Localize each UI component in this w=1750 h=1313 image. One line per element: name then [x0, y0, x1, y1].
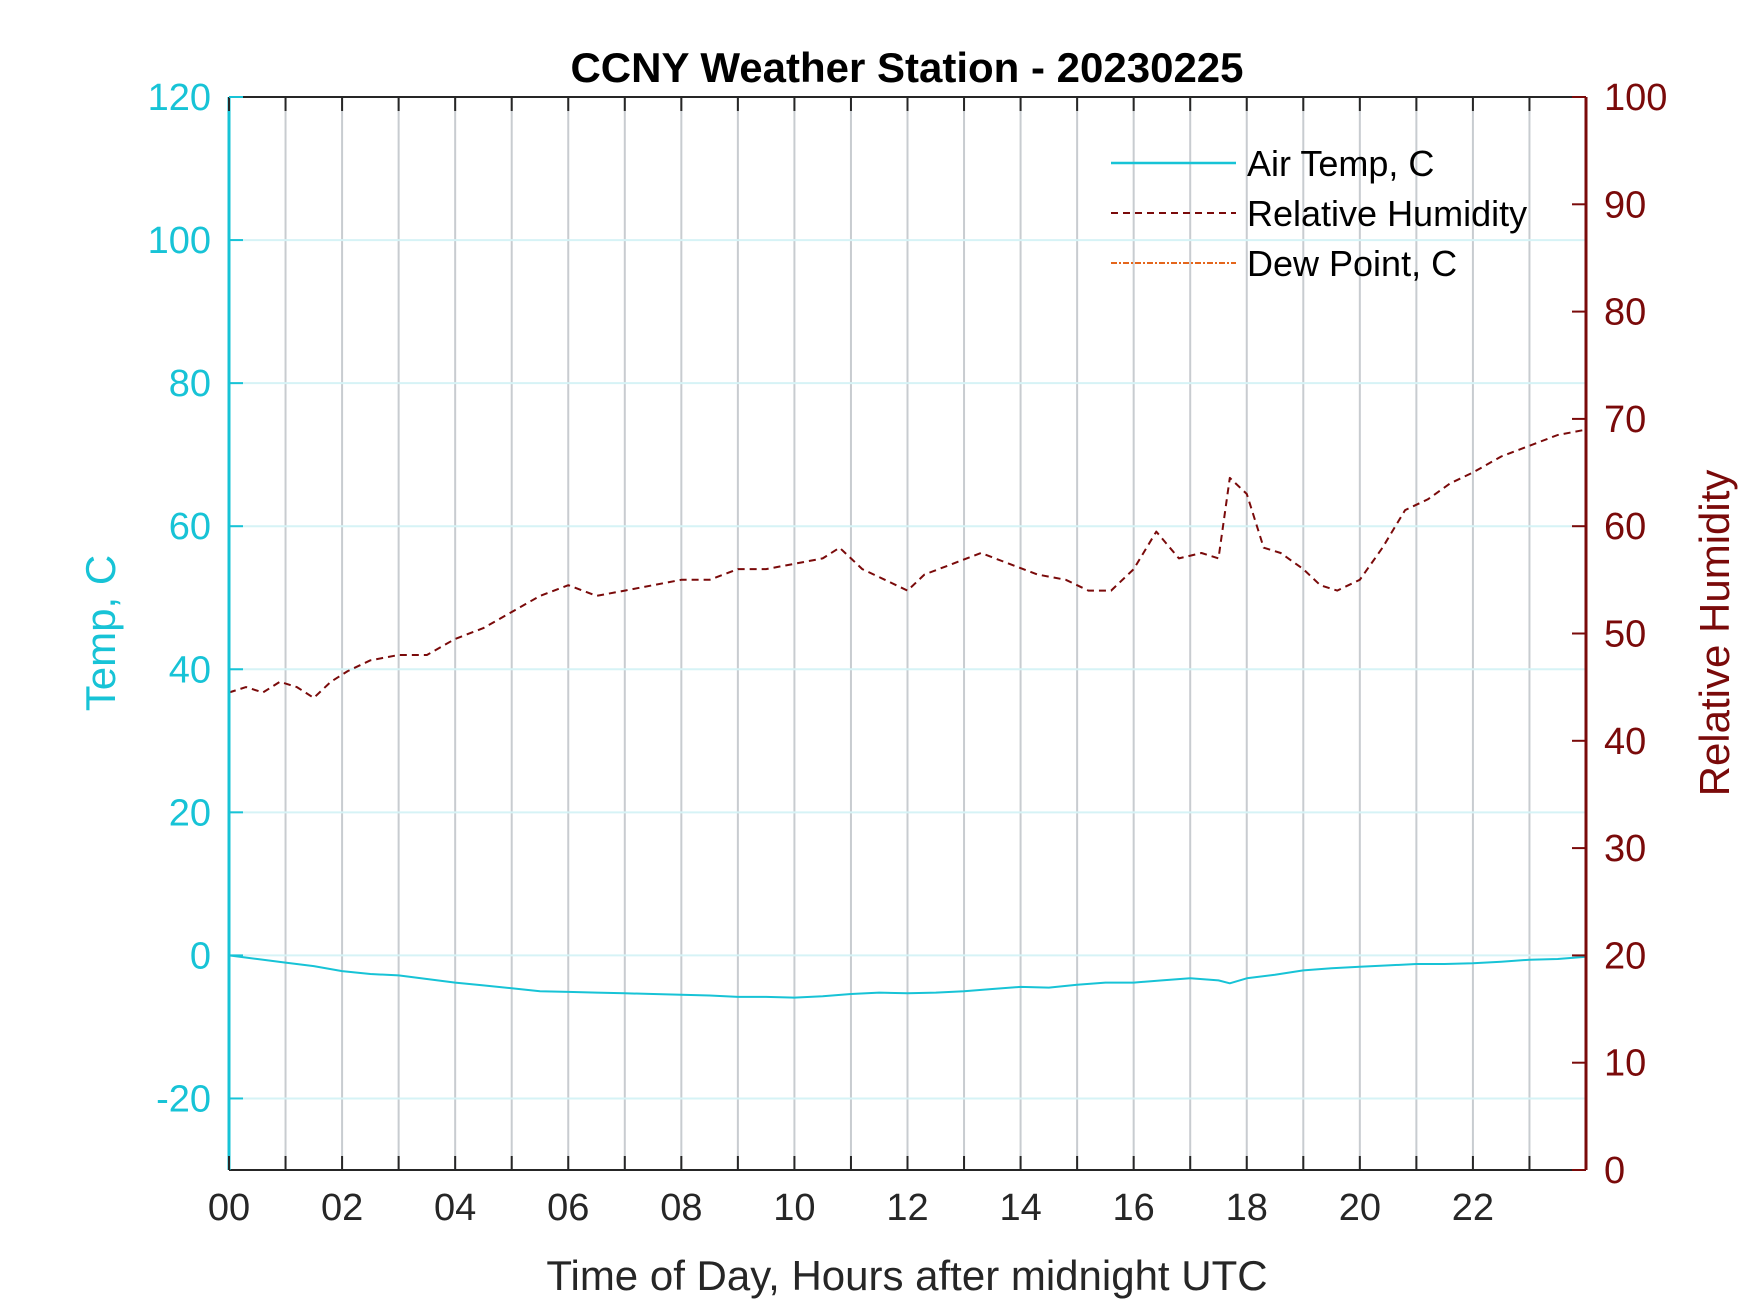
legend-label-humidity: Relative Humidity [1247, 193, 1527, 234]
x-tick-label: 02 [321, 1187, 363, 1229]
y-left-axis-label: Temp, C [77, 555, 124, 711]
series-line-air-temp [228, 954, 1587, 999]
axes [227, 96, 1588, 1171]
y-left-tick-label: 20 [169, 792, 211, 834]
x-tick-label: 16 [1113, 1187, 1155, 1229]
x-axis-label: Time of Day, Hours after midnight UTC [546, 1252, 1267, 1299]
x-tick-label: 10 [773, 1187, 815, 1229]
y-right-tick-label: 30 [1604, 828, 1646, 870]
chart-title: CCNY Weather Station - 20230225 [570, 44, 1243, 91]
y-right-tick-label: 100 [1604, 77, 1667, 119]
x-tick-label: 14 [999, 1187, 1041, 1229]
y-right-tick-label: 20 [1604, 935, 1646, 977]
y-right-tick-label: 80 [1604, 292, 1646, 334]
tick-labels: 00 02 04 06 08 10 12 14 16 18 20 22-200204060801001… [148, 77, 1668, 1229]
y-left-tick-label: 0 [190, 935, 211, 977]
x-tick-label: 00 [208, 1187, 250, 1229]
y-right-tick-label: 0 [1604, 1150, 1625, 1192]
legend-label-dew-point: Dew Point, C [1247, 243, 1457, 284]
x-tick-label: 20 [1339, 1187, 1381, 1229]
y-left-tick-label: 100 [148, 220, 211, 262]
y-right-tick-label: 10 [1604, 1043, 1646, 1085]
y-left-tick-label: 40 [169, 649, 211, 691]
y-right-tick-label: 60 [1604, 506, 1646, 548]
y-right-tick-label: 70 [1604, 399, 1646, 441]
x-tick-label: 06 [547, 1187, 589, 1229]
y-left-tick-label: 80 [169, 363, 211, 405]
y-left-tick-label: -20 [156, 1078, 211, 1120]
series-lines [228, 428, 1587, 999]
x-tick-label: 04 [434, 1187, 476, 1229]
x-tick-label: 08 [660, 1187, 702, 1229]
y-left-tick-label: 120 [148, 77, 211, 119]
y-left-tick-label: 60 [169, 506, 211, 548]
x-tick-label: 18 [1226, 1187, 1268, 1229]
y-right-tick-label: 40 [1604, 721, 1646, 763]
legend: Air Temp, C Relative Humidity Dew Point,… [1111, 143, 1527, 284]
legend-label-air-temp: Air Temp, C [1247, 143, 1434, 184]
series-line-humidity [228, 428, 1587, 699]
grid-lines [229, 97, 1586, 1170]
x-tick-label: 12 [886, 1187, 928, 1229]
y-right-tick-label: 90 [1604, 184, 1646, 226]
x-tick-label: 22 [1452, 1187, 1494, 1229]
y-right-axis-label: Relative Humidity [1691, 470, 1738, 797]
y-right-tick-label: 50 [1604, 614, 1646, 656]
